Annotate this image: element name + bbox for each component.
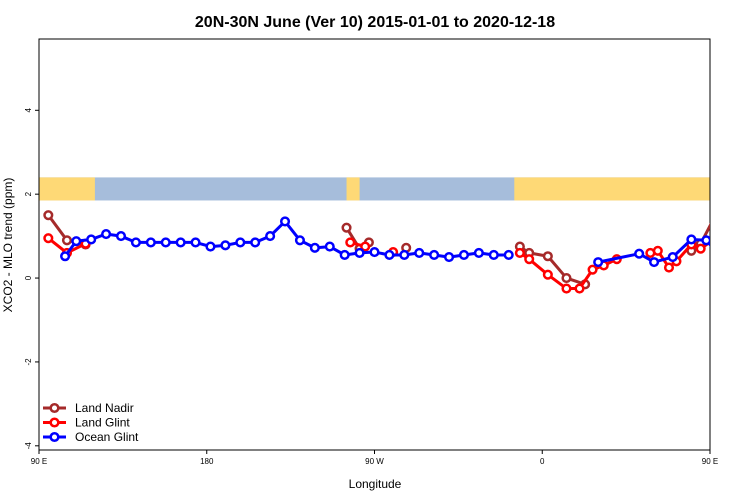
- data-point: [649, 257, 660, 268]
- data-point: [712, 234, 720, 242]
- data-point: [235, 237, 246, 248]
- legend-marker: [49, 431, 60, 443]
- data-point: [384, 249, 395, 261]
- x-tick-label: 90 W: [365, 457, 384, 466]
- data-point: [717, 253, 725, 261]
- x-tick-label: 180: [200, 457, 214, 466]
- map-strip: [39, 177, 710, 201]
- series-2: [60, 216, 740, 268]
- data-point: [593, 257, 604, 268]
- data-point: [503, 249, 514, 261]
- legend-label: Land Nadir: [75, 401, 134, 415]
- data-point: [663, 262, 675, 273]
- data-point: [61, 235, 73, 246]
- data-point: [732, 236, 740, 244]
- y-tick-label: 2: [24, 191, 33, 196]
- data-point: [488, 249, 499, 261]
- y-tick-label: -2: [24, 358, 33, 366]
- data-point: [686, 234, 697, 245]
- data-point: [399, 249, 410, 261]
- data-point: [743, 240, 750, 248]
- data-point: [265, 231, 276, 242]
- data-point: [145, 237, 156, 248]
- data-point: [250, 237, 261, 248]
- data-point: [160, 237, 171, 248]
- data-point: [205, 241, 216, 252]
- y-tick-label: -4: [24, 442, 33, 450]
- data-point: [542, 251, 553, 262]
- data-point: [86, 234, 97, 245]
- data-point: [695, 243, 706, 254]
- x-axis-label: Longitude: [349, 477, 402, 491]
- data-point: [444, 252, 455, 263]
- map-land-0: [39, 177, 95, 201]
- data-point: [43, 210, 54, 221]
- data-point: [730, 237, 738, 245]
- data-point: [354, 247, 365, 258]
- data-point: [652, 245, 663, 256]
- data-point: [458, 249, 470, 261]
- data-point: [514, 247, 525, 258]
- data-point: [587, 264, 598, 275]
- data-point: [473, 247, 484, 258]
- map-land-2: [514, 177, 710, 201]
- data-point: [634, 248, 645, 259]
- data-point: [542, 269, 553, 280]
- data-point: [414, 247, 425, 258]
- series-1: [43, 233, 744, 294]
- data-point: [561, 283, 572, 294]
- series-layer: [43, 210, 750, 294]
- data-point: [324, 241, 335, 252]
- y-axis-label: XCO2 - MLO trend (ppm): [1, 178, 15, 313]
- data-point: [667, 252, 678, 263]
- legend-marker: [49, 417, 60, 428]
- data-point: [725, 247, 733, 255]
- data-point: [429, 249, 440, 261]
- data-point: [309, 242, 320, 253]
- data-point: [294, 235, 305, 246]
- map-land-1: [346, 177, 360, 201]
- data-point: [360, 241, 371, 252]
- series-line: [519, 251, 618, 291]
- data-point: [130, 237, 141, 248]
- legend-label: Ocean Glint: [75, 430, 139, 444]
- x-axis: 90 E 180 90 W 0 90 E: [31, 450, 718, 466]
- data-point: [175, 237, 186, 248]
- x-tick-label: 90 E: [31, 457, 47, 466]
- data-point: [574, 283, 585, 294]
- legend-label: Land Glint: [75, 416, 130, 430]
- data-point: [736, 237, 744, 245]
- chart-title: 20N-30N June (Ver 10) 2015-01-01 to 2020…: [195, 14, 555, 31]
- data-point: [524, 254, 535, 265]
- legend-marker: [49, 402, 60, 414]
- data-point: [279, 216, 291, 227]
- series-line: [63, 219, 509, 259]
- data-point: [339, 249, 350, 261]
- y-axis: -4 -2 0 2 4: [24, 108, 39, 450]
- data-point: [190, 237, 201, 248]
- data-point: [561, 273, 572, 284]
- data-point: [701, 235, 710, 246]
- y-tick-label: 4: [24, 108, 33, 113]
- data-point: [220, 240, 231, 251]
- data-point: [71, 236, 82, 247]
- data-point: [341, 222, 352, 233]
- data-point: [60, 251, 71, 262]
- data-point: [101, 228, 112, 240]
- data-point: [712, 211, 720, 219]
- x-tick-label: 0: [540, 457, 545, 466]
- data-point: [43, 233, 54, 244]
- data-point: [369, 246, 380, 258]
- x-tick-label: 90 E: [702, 457, 718, 466]
- data-point: [115, 231, 127, 242]
- y-tick-label: 0: [24, 275, 33, 280]
- data-point: [345, 237, 356, 248]
